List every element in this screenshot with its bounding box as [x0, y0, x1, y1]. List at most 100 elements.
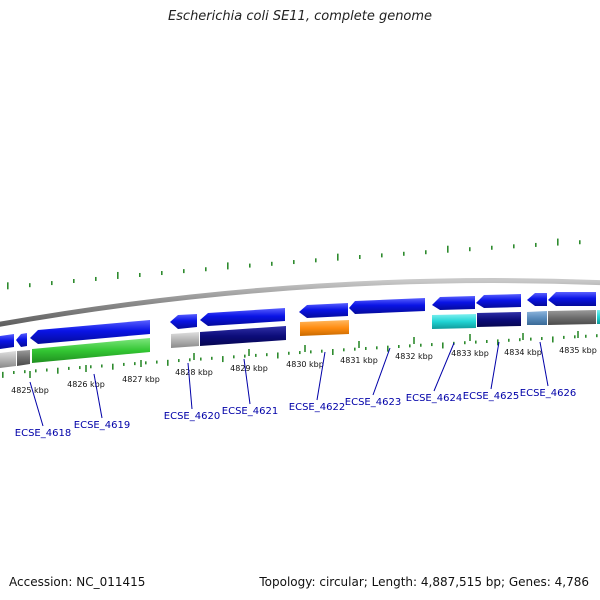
kbp-tick-label: 4835 kbp	[559, 346, 597, 355]
gene-label[interactable]: ECSE_4619	[74, 420, 130, 431]
minor-tick	[574, 335, 576, 339]
minor-tick	[2, 371, 4, 378]
gene-feature	[17, 350, 30, 366]
minor-tick	[134, 362, 136, 366]
minor-tick	[431, 343, 433, 347]
reverse-strand-genes	[0, 310, 600, 368]
minor-tick	[288, 351, 290, 355]
minor-tick	[68, 366, 70, 370]
kbp-major-tick	[140, 360, 142, 367]
minor-tick	[321, 349, 323, 353]
gc-tick	[7, 282, 9, 290]
minor-tick	[277, 352, 279, 359]
genome-summary-text: Topology: circular; Length: 4,887,515 bp…	[259, 575, 589, 589]
kbp-major-tick	[85, 365, 87, 372]
gc-tick	[513, 244, 515, 249]
gene-label[interactable]: ECSE_4626	[520, 388, 576, 399]
gc-tick	[359, 254, 361, 259]
minor-tick	[200, 357, 202, 361]
gc-tick	[579, 240, 581, 245]
gene-label[interactable]: ECSE_4625	[463, 391, 519, 402]
minor-tick	[13, 371, 15, 375]
minor-tick	[211, 356, 213, 360]
gene-feature	[0, 351, 16, 368]
kbp-major-tick	[248, 349, 250, 356]
kbp-tick-label: 4829 kbp	[230, 364, 268, 373]
kbp-tick-label: 4826 kbp	[67, 380, 105, 389]
minor-tick	[585, 334, 587, 338]
kbp-tick-label: 4833 kbp	[451, 349, 489, 358]
gene-leader-line	[187, 362, 193, 410]
gene-feature	[476, 294, 521, 308]
gc-tick	[469, 247, 471, 252]
kbp-tick-label: 4831 kbp	[340, 356, 378, 365]
minor-tick	[156, 360, 158, 364]
minor-tick	[442, 342, 444, 349]
kbp-tick-label: 4827 kbp	[122, 375, 160, 384]
gene-feature	[200, 308, 285, 326]
minor-tick	[552, 336, 554, 343]
gene-feature	[300, 320, 349, 336]
minor-tick	[24, 370, 26, 374]
gene-leader-line	[316, 351, 326, 401]
gc-tick	[337, 253, 339, 261]
kbp-major-tick	[469, 334, 471, 341]
minor-tick	[387, 345, 389, 352]
gc-tick	[183, 269, 185, 274]
gene-leader-line	[93, 373, 103, 419]
gene-feature	[527, 293, 547, 306]
kbp-major-tick	[577, 331, 579, 338]
minor-tick	[365, 346, 367, 350]
minor-tick	[464, 341, 466, 345]
minor-tick	[310, 350, 312, 354]
minor-tick	[409, 344, 411, 348]
minor-tick	[266, 353, 268, 357]
gene-label[interactable]: ECSE_4618	[15, 428, 71, 439]
gc-tick	[205, 267, 207, 272]
kbp-major-tick	[522, 333, 524, 340]
genome-title: Escherichia coli SE11, complete genome	[167, 9, 433, 24]
gene-feature	[200, 326, 286, 346]
minor-tick	[530, 337, 532, 341]
gene-label[interactable]: ECSE_4621	[222, 406, 278, 417]
gene-feature	[16, 333, 27, 347]
minor-axis-ticks	[2, 334, 598, 378]
minor-tick	[79, 366, 81, 370]
gc-tick	[73, 278, 75, 283]
gene-label[interactable]: ECSE_4623	[345, 397, 401, 408]
minor-tick	[123, 362, 125, 366]
gc-tick	[117, 271, 119, 279]
kbp-tick-label: 4828 kbp	[175, 368, 213, 377]
gc-tick	[271, 261, 273, 266]
kbp-major-tick	[358, 341, 360, 348]
gene-label[interactable]: ECSE_4622	[289, 402, 345, 413]
minor-tick	[145, 361, 147, 365]
gc-tick	[557, 238, 559, 246]
gc-tick	[381, 253, 383, 258]
kbp-axis: 4825 kbp 4826 kbp 4827 kbp 4828 kbp 4829 kbp…	[11, 331, 597, 395]
gc-tick	[249, 263, 251, 268]
gc-tick	[403, 251, 405, 256]
gene-feature	[0, 334, 14, 349]
gene-feature	[527, 311, 547, 325]
minor-tick	[167, 359, 169, 366]
minor-tick	[112, 363, 114, 370]
gene-feature	[30, 320, 150, 344]
gc-tick	[95, 276, 97, 281]
kbp-major-tick	[304, 345, 306, 352]
minor-tick	[189, 358, 191, 362]
minor-tick	[35, 369, 37, 373]
minor-tick	[222, 356, 224, 363]
minor-tick	[475, 340, 477, 344]
gc-tick	[29, 283, 31, 288]
gene-feature	[32, 338, 150, 363]
gene-label[interactable]: ECSE_4620	[164, 411, 220, 422]
minor-tick	[46, 368, 48, 372]
gc-tick	[161, 271, 163, 276]
gc-tick	[315, 258, 317, 263]
gene-label[interactable]: ECSE_4624	[406, 393, 462, 404]
minor-tick	[398, 345, 400, 349]
minor-tick	[497, 339, 499, 346]
minor-tick	[178, 359, 180, 363]
